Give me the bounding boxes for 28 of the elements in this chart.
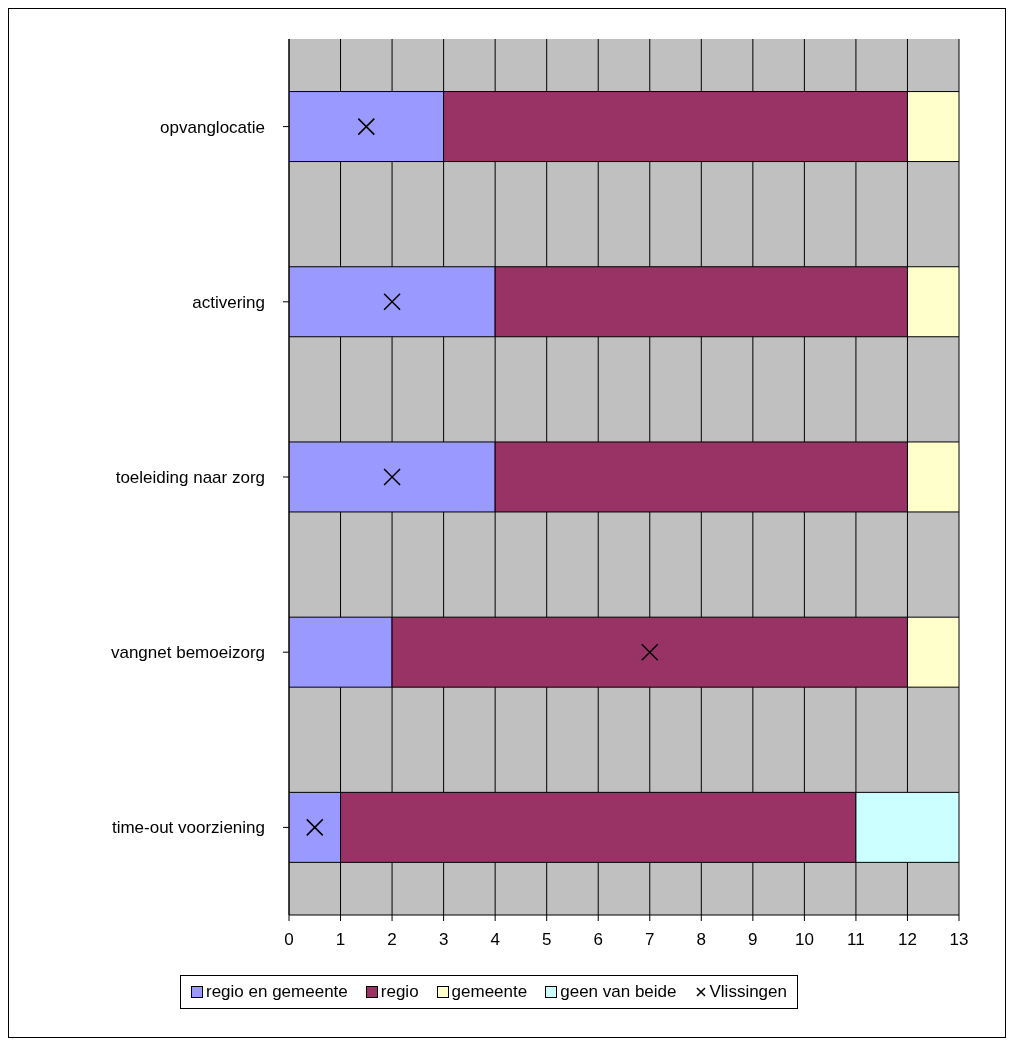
x-tick-label: 2 (387, 930, 397, 950)
legend-label: geen van beide (560, 982, 677, 1002)
point (641, 643, 659, 661)
y-tick-label: time-out voorziening (111, 818, 265, 838)
x-tick-label: 3 (438, 930, 449, 950)
legend-label: gemeente (451, 982, 528, 1002)
y-tick-label: toeleiding naar zorg (115, 468, 265, 488)
x-tick-label: 12 (898, 930, 917, 950)
x-tick-label: 0 (284, 930, 294, 950)
legend-label: regio (380, 982, 419, 1002)
y-tick-label: opvanglocatie (160, 117, 265, 137)
x-tick-label: 6 (593, 930, 603, 950)
x-tick-label: 4 (490, 930, 500, 950)
legend-label: Vlissingen (709, 982, 787, 1002)
x-tick-label: 7 (645, 930, 655, 950)
x-tick-label: 11 (847, 930, 865, 950)
x-tick-label: 5 (541, 930, 552, 950)
point (383, 468, 401, 486)
x-tick-label: 10 (794, 930, 814, 950)
point (383, 293, 401, 311)
legend-label: regio en gemeente (206, 982, 348, 1002)
x-tick-label: 8 (696, 930, 707, 950)
x-tick-label: 1 (335, 930, 346, 950)
point (357, 117, 376, 136)
x-tick-label: 13 (949, 930, 969, 950)
x-tick-label: 9 (748, 930, 758, 950)
y-tick-label: vangnet bemoeizorg (110, 643, 265, 663)
y-tick-label: activering (192, 292, 265, 312)
